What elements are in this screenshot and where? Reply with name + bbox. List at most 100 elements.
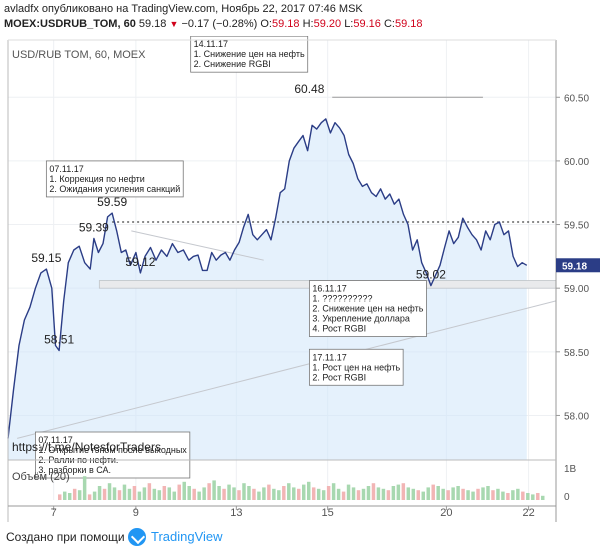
annotation-line: 2. Снижение RGBI xyxy=(194,59,271,69)
volume-bar xyxy=(147,483,152,500)
volume-bar xyxy=(416,490,421,500)
annotation-line: 1. Открытие гэпом после выходных xyxy=(38,445,187,455)
tradingview-logo-icon[interactable] xyxy=(128,528,146,546)
last-price: 59.18 xyxy=(138,18,167,30)
trend-line xyxy=(131,230,264,261)
annotation-line: 2. Снижение цен на нефть xyxy=(312,304,423,314)
volume-bar xyxy=(132,486,137,500)
price-label: 59.59 xyxy=(97,195,127,209)
volume-bar xyxy=(481,487,485,500)
volume-bar xyxy=(272,488,276,500)
volume-bar xyxy=(431,484,435,500)
volume-bar xyxy=(247,486,251,500)
volume-bar xyxy=(72,488,77,500)
volume-bar xyxy=(207,483,211,500)
volume-bar xyxy=(396,484,401,500)
annotation-frame xyxy=(190,36,309,73)
volume-bar xyxy=(222,488,226,500)
price-label: 59.12 xyxy=(125,255,155,269)
volume-bar xyxy=(331,483,336,500)
created-with-text: Создано при помощи xyxy=(6,530,125,544)
volume-bar xyxy=(297,488,301,500)
annotation-box: 16.11.171. ??????????2. Снижение цен на … xyxy=(308,280,427,337)
volume-bar xyxy=(436,486,440,500)
volume-bar xyxy=(326,486,331,500)
volume-bar xyxy=(316,488,321,500)
volume-bar xyxy=(92,491,97,500)
annotation-line: 3. разборки в СА. xyxy=(38,465,111,475)
annotation-frame xyxy=(35,431,191,479)
trend-line xyxy=(17,300,557,439)
low-label: L: xyxy=(344,18,354,30)
volume-bar xyxy=(97,486,102,500)
y-tick-label: 58.50 xyxy=(564,348,589,359)
volume-bar xyxy=(391,486,396,500)
author-name[interactable]: avladfx xyxy=(4,3,39,15)
volume-bar xyxy=(451,487,455,500)
volume-bar xyxy=(351,487,356,500)
high-label: H: xyxy=(302,18,314,30)
price-chart[interactable]: USD/RUB TOM, 60, MOEX 59.15 58.51 59.39 59.5… xyxy=(0,36,600,522)
volume-bar xyxy=(107,483,112,500)
x-tick-label: 22 xyxy=(522,507,534,519)
volume-bar xyxy=(461,488,465,500)
volume-bar xyxy=(366,486,371,500)
x-tick-label: 9 xyxy=(133,507,139,519)
volume-bar xyxy=(257,491,261,500)
volume-bar xyxy=(122,484,127,500)
volume-tick-label: 1B xyxy=(564,464,577,475)
volume-bar xyxy=(142,487,147,500)
volume-bar xyxy=(306,481,311,500)
volume-bar xyxy=(496,488,500,500)
price-label: 59.39 xyxy=(79,221,109,235)
volume-bar xyxy=(137,491,142,500)
annotation-line: 3. Укрепление доллара xyxy=(312,314,409,324)
volume-bar xyxy=(102,488,107,500)
price-line xyxy=(7,118,528,439)
volume-bar xyxy=(242,483,246,500)
publish-line: avladfx опубликовано на TradingView.com,… xyxy=(4,3,363,15)
volume-bar xyxy=(152,488,157,500)
volume-bar xyxy=(167,487,172,500)
annotation-line: 16.11.17 xyxy=(312,284,346,294)
annotation-line: 14.11.17 xyxy=(194,39,228,49)
volume-bar xyxy=(192,488,196,500)
volume-bar xyxy=(282,486,286,500)
volume-bar xyxy=(371,483,376,500)
tradingview-brand[interactable]: TradingView xyxy=(151,529,223,544)
annotation-line: 1. ?????????? xyxy=(312,294,372,304)
close-label: C: xyxy=(383,18,395,30)
volume-bar xyxy=(172,491,177,500)
volume-bar xyxy=(341,491,346,500)
volume-bar xyxy=(197,491,201,500)
price-label: 58.51 xyxy=(44,333,74,347)
volume-bar xyxy=(117,490,122,500)
volume-bar xyxy=(506,493,510,500)
annotation-line: 17.11.17 xyxy=(312,352,346,362)
volume-bar xyxy=(237,490,241,500)
volume-bar xyxy=(62,491,67,500)
annotation-line: 07.11.17 xyxy=(38,435,72,445)
volume-bar xyxy=(501,491,505,500)
volume-bar xyxy=(287,483,291,500)
y-tick-label: 59.50 xyxy=(564,221,589,232)
volume-bar xyxy=(526,493,530,500)
volume-bar xyxy=(361,488,366,500)
volume-bar xyxy=(202,487,206,500)
symbol-label: MOEX:USDRUB_TOM, 60 xyxy=(4,18,136,30)
volume-bar xyxy=(386,490,391,500)
y-tick-label: 60.50 xyxy=(564,93,589,104)
volume-bar xyxy=(521,491,525,500)
annotation-line: 2. Ожидания усиления санкций xyxy=(49,184,180,194)
current-price-tag xyxy=(556,258,600,273)
current-price-label: 59.18 xyxy=(562,261,587,272)
watermark-text: https://t.me/NotesforTraders xyxy=(12,440,161,454)
volume-bar xyxy=(187,486,191,500)
volume-bar xyxy=(406,487,411,500)
volume-bar xyxy=(217,486,221,500)
volume-bar xyxy=(58,494,62,500)
y-tick-label: 59.00 xyxy=(564,284,589,295)
